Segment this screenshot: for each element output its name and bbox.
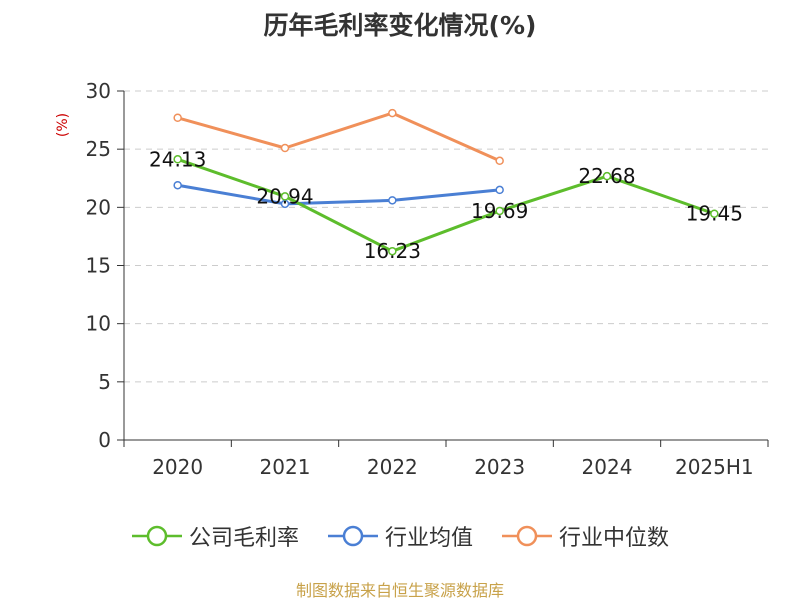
legend-label: 行业均值 xyxy=(384,526,473,551)
legend-label: 公司毛利率 xyxy=(188,526,299,551)
chart-title: 历年毛利率变化情况(%) xyxy=(263,11,537,40)
data-labels: 24.13 20.94 16.23 19.69 22.68 19.45 xyxy=(149,147,743,263)
legend: 公司毛利率 行业均值 行业中位数 xyxy=(0,519,800,553)
series-line-1 xyxy=(177,183,500,206)
data-point xyxy=(495,185,504,195)
data-point xyxy=(173,155,182,164)
legend-label: 行业中位数 xyxy=(559,526,670,551)
data-point xyxy=(710,209,719,218)
data-label: 20.94 xyxy=(256,184,313,208)
y-tick-label: 20 xyxy=(86,195,111,219)
data-point xyxy=(602,171,612,181)
source-note: 制图数据来自恒生聚源数据库 xyxy=(295,581,504,600)
series-line-2 xyxy=(177,111,501,163)
y-tick-label: 30 xyxy=(86,79,111,103)
data-label: 24.13 xyxy=(149,147,206,171)
series-lines xyxy=(173,108,719,256)
grid-lines xyxy=(124,90,768,383)
data-point xyxy=(280,192,290,201)
y-tick-label: 10 xyxy=(86,312,111,336)
legend-marker-icon xyxy=(502,525,552,547)
legend-item[interactable]: 行业均值 xyxy=(327,520,473,552)
legend-marker-icon xyxy=(131,525,182,547)
data-point xyxy=(495,156,504,166)
y-tick-label: 0 xyxy=(98,428,111,452)
y-tick-label: 15 xyxy=(86,254,111,278)
series-line-0 xyxy=(177,157,715,253)
y-tick-label: 25 xyxy=(86,137,111,161)
x-tick-label: 2023 xyxy=(474,455,525,479)
data-point xyxy=(280,143,290,153)
x-tick-label: 2024 xyxy=(582,455,633,479)
data-point xyxy=(173,113,182,123)
axes: 0 5 10 15 20 25 30 2020 2021 2022 2023 2024 2025H1 xyxy=(86,79,769,479)
x-tick-label: 2022 xyxy=(367,455,418,479)
data-label: 19.69 xyxy=(471,199,528,223)
data-label: 22.68 xyxy=(578,164,635,188)
data-point xyxy=(388,196,397,205)
legend-item[interactable]: 行业中位数 xyxy=(501,520,669,552)
x-tick-label: 2020 xyxy=(152,455,203,479)
x-tick-label: 2021 xyxy=(260,455,311,479)
legend-marker-icon xyxy=(327,525,378,547)
data-label: 19.45 xyxy=(686,202,743,226)
data-point xyxy=(388,108,397,118)
data-point xyxy=(495,206,504,216)
data-label: 16.23 xyxy=(364,239,421,263)
data-point xyxy=(173,180,182,190)
legend-item[interactable]: 公司毛利率 xyxy=(131,520,299,552)
y-tick-label: 5 xyxy=(98,370,111,394)
x-tick-label: 2025H1 xyxy=(675,455,754,479)
data-point xyxy=(388,246,397,256)
